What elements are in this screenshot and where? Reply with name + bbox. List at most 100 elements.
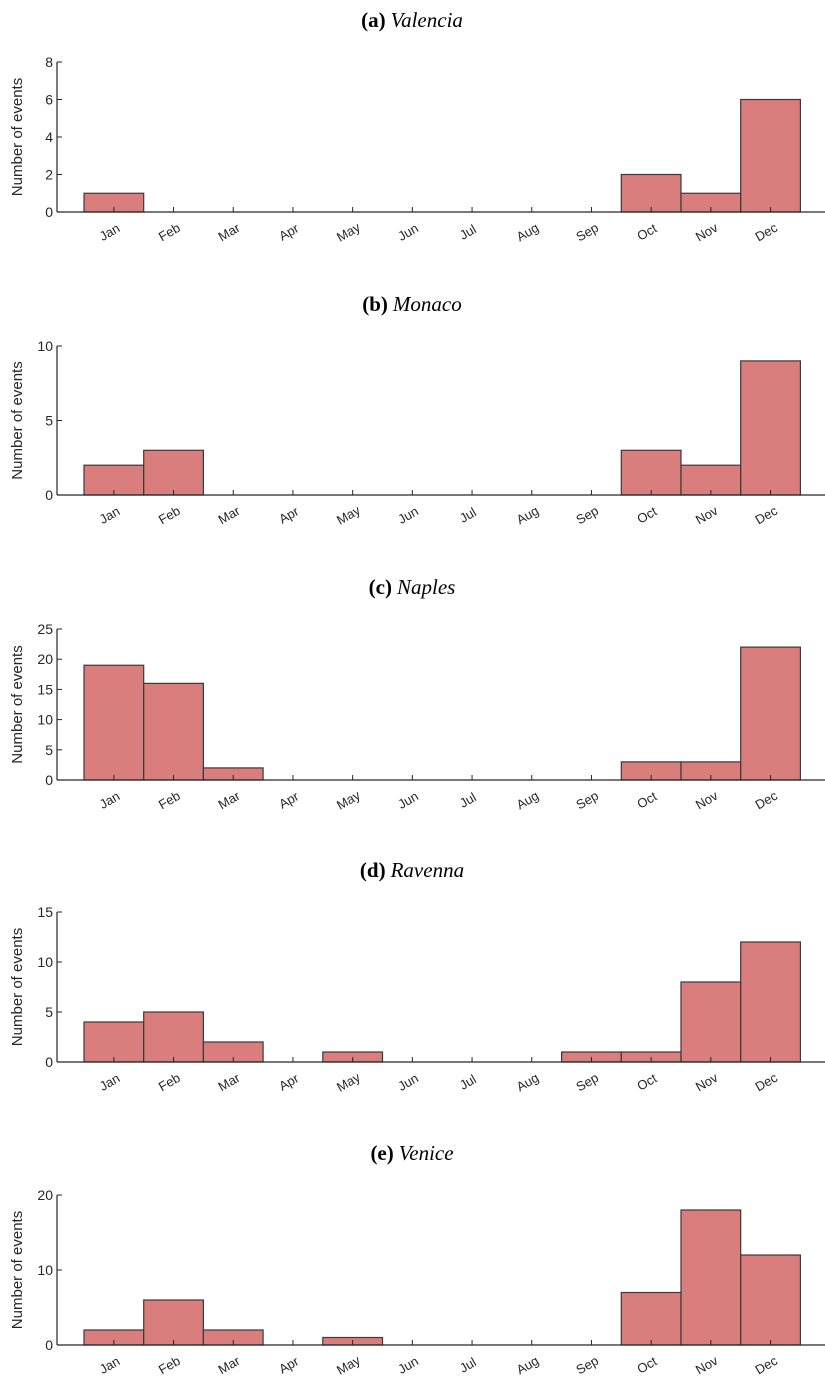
panel-title: (b) Monaco (362, 292, 462, 316)
y-tick-label: 6 (45, 92, 53, 108)
y-tick-label: 15 (37, 904, 53, 920)
x-tick-label-may: May (334, 219, 363, 245)
y-tick-label: 5 (45, 413, 53, 429)
y-tick-label: 20 (37, 1187, 53, 1203)
x-tick-label-feb: Feb (156, 1353, 183, 1377)
x-tick-label-feb: Feb (156, 1070, 183, 1094)
x-tick-label-aug: Aug (514, 220, 542, 245)
x-tick-label-nov: Nov (693, 1353, 721, 1378)
panel-title-city: Valencia (391, 8, 463, 32)
y-tick-label: 10 (37, 338, 53, 354)
y-tick-label: 0 (45, 204, 53, 220)
x-tick-label-dec: Dec (753, 1353, 781, 1378)
y-tick-label: 20 (37, 651, 53, 667)
x-tick-label-apr: Apr (276, 788, 302, 811)
x-tick-label-aug: Aug (514, 788, 542, 813)
x-tick-label-jul: Jul (457, 504, 479, 525)
panel-title: (e) Venice (370, 1141, 453, 1165)
x-tick-label-feb: Feb (156, 503, 183, 527)
x-tick-label-mar: Mar (216, 1353, 243, 1378)
y-axis-label: Number of events (9, 361, 26, 479)
bar-feb (143, 449, 204, 496)
bar-oct (620, 173, 682, 213)
y-tick-label: 10 (37, 954, 53, 970)
x-tick-label-may: May (334, 1352, 363, 1378)
x-tick-label-oct: Oct (634, 1070, 659, 1093)
x-tick-label-aug: Aug (514, 1353, 542, 1378)
x-tick-label-dec: Dec (753, 1070, 781, 1095)
panel-title-city: Naples (396, 575, 455, 599)
bar-jan (83, 1021, 145, 1063)
x-tick-label-oct: Oct (634, 788, 659, 811)
x-tick-label-jul: Jul (457, 789, 479, 810)
bar-feb (143, 1299, 204, 1346)
x-tick-label-jun: Jun (395, 1353, 421, 1376)
bar-nov (680, 981, 742, 1063)
x-tick-label-mar: Mar (216, 1070, 243, 1095)
chart-panel-venice: (e) Venice 0 10 20 Jan Feb Mar Apr May Jun Jul Aug Se… (9, 1141, 825, 1378)
x-tick-label-jul: Jul (457, 221, 479, 242)
y-axis-label: Number of events (9, 928, 26, 1046)
y-tick-label: 5 (45, 1004, 53, 1020)
bar-dec (740, 360, 802, 496)
x-tick-label-nov: Nov (693, 220, 721, 245)
y-tick-label: 0 (45, 772, 53, 788)
bar-dec (740, 98, 802, 213)
y-tick-label: 15 (37, 681, 53, 697)
chart-panel-monaco: (b) Monaco 0 5 10 Jan Feb Mar Apr May Jun Jul Aug Sep… (9, 292, 825, 528)
x-tick-label-jan: Jan (97, 503, 123, 526)
x-tick-label-sep: Sep (573, 1070, 601, 1095)
chart-panel-ravenna: (d) Ravenna 0 5 10 15 Jan Feb Mar Apr May Jun Jul Aug… (9, 858, 825, 1095)
x-tick-label-mar: Mar (216, 220, 243, 245)
x-tick-label-dec: Dec (753, 503, 781, 528)
panel-title-letter: (e) (370, 1141, 393, 1165)
x-tick-label-nov: Nov (693, 1070, 721, 1095)
y-axis-label: Number of events (9, 78, 26, 196)
x-tick-label-jun: Jun (395, 788, 421, 811)
bar-jan (83, 664, 145, 781)
panel-title-letter: (d) (360, 858, 386, 882)
x-tick-label-mar: Mar (216, 788, 243, 813)
x-tick-label-sep: Sep (573, 1353, 601, 1378)
x-tick-label-sep: Sep (573, 503, 601, 528)
panel-title: (d) Ravenna (360, 858, 464, 882)
panel-title-letter: (c) (369, 575, 392, 599)
x-tick-label-may: May (334, 1069, 363, 1095)
x-tick-label-aug: Aug (514, 503, 542, 528)
x-tick-label-sep: Sep (573, 220, 601, 245)
chart-panel-valencia: (a) Valencia 0 2 4 6 8 Jan Feb Mar Apr May Jun Jul Aug… (9, 8, 825, 245)
x-tick-label-may: May (334, 787, 363, 813)
x-tick-label-jun: Jun (395, 1070, 421, 1093)
x-tick-label-dec: Dec (753, 788, 781, 813)
y-tick-label: 10 (37, 1262, 53, 1278)
x-tick-label-jul: Jul (457, 1071, 479, 1092)
y-axis-label: Number of events (9, 645, 26, 763)
bar-feb (143, 1011, 204, 1063)
bar-dec (740, 646, 802, 781)
x-tick-label-apr: Apr (276, 1070, 302, 1093)
x-tick-label-mar: Mar (216, 503, 243, 528)
x-tick-label-jan: Jan (97, 220, 123, 243)
x-tick-label-oct: Oct (634, 220, 659, 243)
x-tick-label-feb: Feb (156, 788, 183, 812)
y-tick-label: 2 (45, 167, 53, 183)
x-tick-label-nov: Nov (693, 788, 721, 813)
y-tick-label: 8 (45, 54, 53, 70)
x-tick-label-jun: Jun (395, 503, 421, 526)
x-tick-label-apr: Apr (276, 1353, 302, 1376)
y-tick-label: 0 (45, 487, 53, 503)
x-tick-label-feb: Feb (156, 220, 183, 244)
panel-title-letter: (a) (361, 8, 386, 32)
bar-oct (620, 449, 682, 496)
bar-dec (740, 1254, 802, 1346)
y-tick-label: 25 (37, 621, 53, 637)
y-axis-label: Number of events (9, 1211, 26, 1329)
bar-feb (143, 682, 204, 781)
x-tick-label-oct: Oct (634, 503, 659, 526)
chart-panel-naples: (c) Naples 0 5 10 15 20 25 Jan Feb Mar Apr May Jun Jul… (9, 575, 825, 813)
panel-title-letter: (b) (362, 292, 388, 316)
x-tick-label-nov: Nov (693, 503, 721, 528)
x-tick-label-apr: Apr (276, 503, 302, 526)
